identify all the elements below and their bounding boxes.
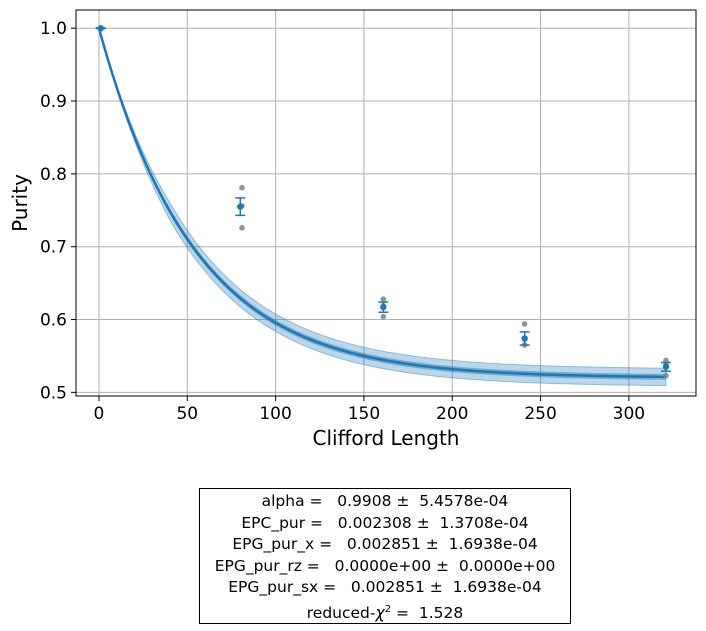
chi2-label: reduced-: [306, 603, 376, 622]
x-tick-label: 0: [94, 404, 105, 424]
confidence-band-layer: [98, 28, 667, 387]
mean-points-layer: [95, 25, 671, 372]
fit-curve-layer: [97, 27, 666, 379]
raw-data-point: [663, 372, 669, 379]
tick-layer: 0 50 100 150 200 250 300 0.5 0.6 0.7 0.8 0.9 1.0: [40, 19, 645, 424]
x-axis-label: Clifford Length: [312, 426, 459, 450]
mean-data-point: [237, 203, 244, 210]
fit-line-alpha: alpha = 0.9908 ± 5.4578e-04: [261, 492, 509, 510]
mean-data-point: [97, 25, 104, 32]
chi2-symbol: χ: [375, 603, 385, 622]
purity-chart: 0 50 100 150 200 250 300 0.5 0.6 0.7 0.8 0.9 1.0 Cli…: [8, 9, 697, 450]
fit-line-epg-pur-x: EPG_pur_x = 0.002851 ± 1.6938e-04: [232, 535, 538, 553]
fit-line-reduced-chi2: reduced-χ2 = 1.528: [200, 599, 570, 625]
y-tick-label: 0.8: [40, 165, 67, 185]
raw-data-point: [521, 321, 528, 327]
y-tick-label: 0.6: [40, 311, 67, 331]
fit-line-epg-pur-sx: EPG_pur_sx = 0.002851 ± 1.6938e-04: [228, 578, 542, 596]
fit-curve: [97, 27, 666, 379]
raw-data-point: [380, 296, 387, 302]
mean-data-point: [662, 363, 670, 371]
fit-line-epc-pur: EPC_pur = 0.002308 ± 1.3708e-04: [241, 513, 529, 532]
raw-data-point: [663, 357, 669, 364]
y-tick-label: 0.9: [40, 92, 67, 112]
x-tick-label: 50: [176, 404, 198, 424]
mean-data-point: [521, 335, 528, 342]
raw-data-point: [239, 184, 245, 191]
mean-data-point: [380, 303, 387, 311]
x-tick-label: 100: [259, 404, 291, 424]
confidence-band-outer: [98, 28, 667, 387]
chi2-exponent: 2: [384, 603, 392, 615]
confidence-band-inner: [98, 28, 666, 380]
fit-report-box: alpha = 0.9908 ± 5.4578e-04 EPC_pur = 0.…: [199, 488, 571, 624]
x-tick-label: 300: [613, 404, 645, 424]
y-tick-label: 0.5: [40, 383, 67, 403]
grid-layer: [76, 10, 696, 396]
y-tick-label: 1.0: [40, 19, 67, 39]
raw-data-point: [239, 224, 245, 231]
x-tick-label: 150: [348, 404, 380, 424]
raw-data-point: [380, 313, 387, 320]
x-tick-label: 250: [524, 404, 556, 424]
chi2-value: = 1.528: [391, 603, 464, 622]
fit-line-epg-pur-rz: EPG_pur_rz = 0.0000e+00 ± 0.0000e+00: [214, 556, 556, 575]
y-tick-label: 0.7: [40, 238, 67, 258]
y-axis-label: Purity: [8, 174, 32, 232]
plot-frame: [75, 9, 697, 397]
x-tick-label: 200: [436, 404, 468, 424]
raw-points-layer: [97, 25, 669, 379]
